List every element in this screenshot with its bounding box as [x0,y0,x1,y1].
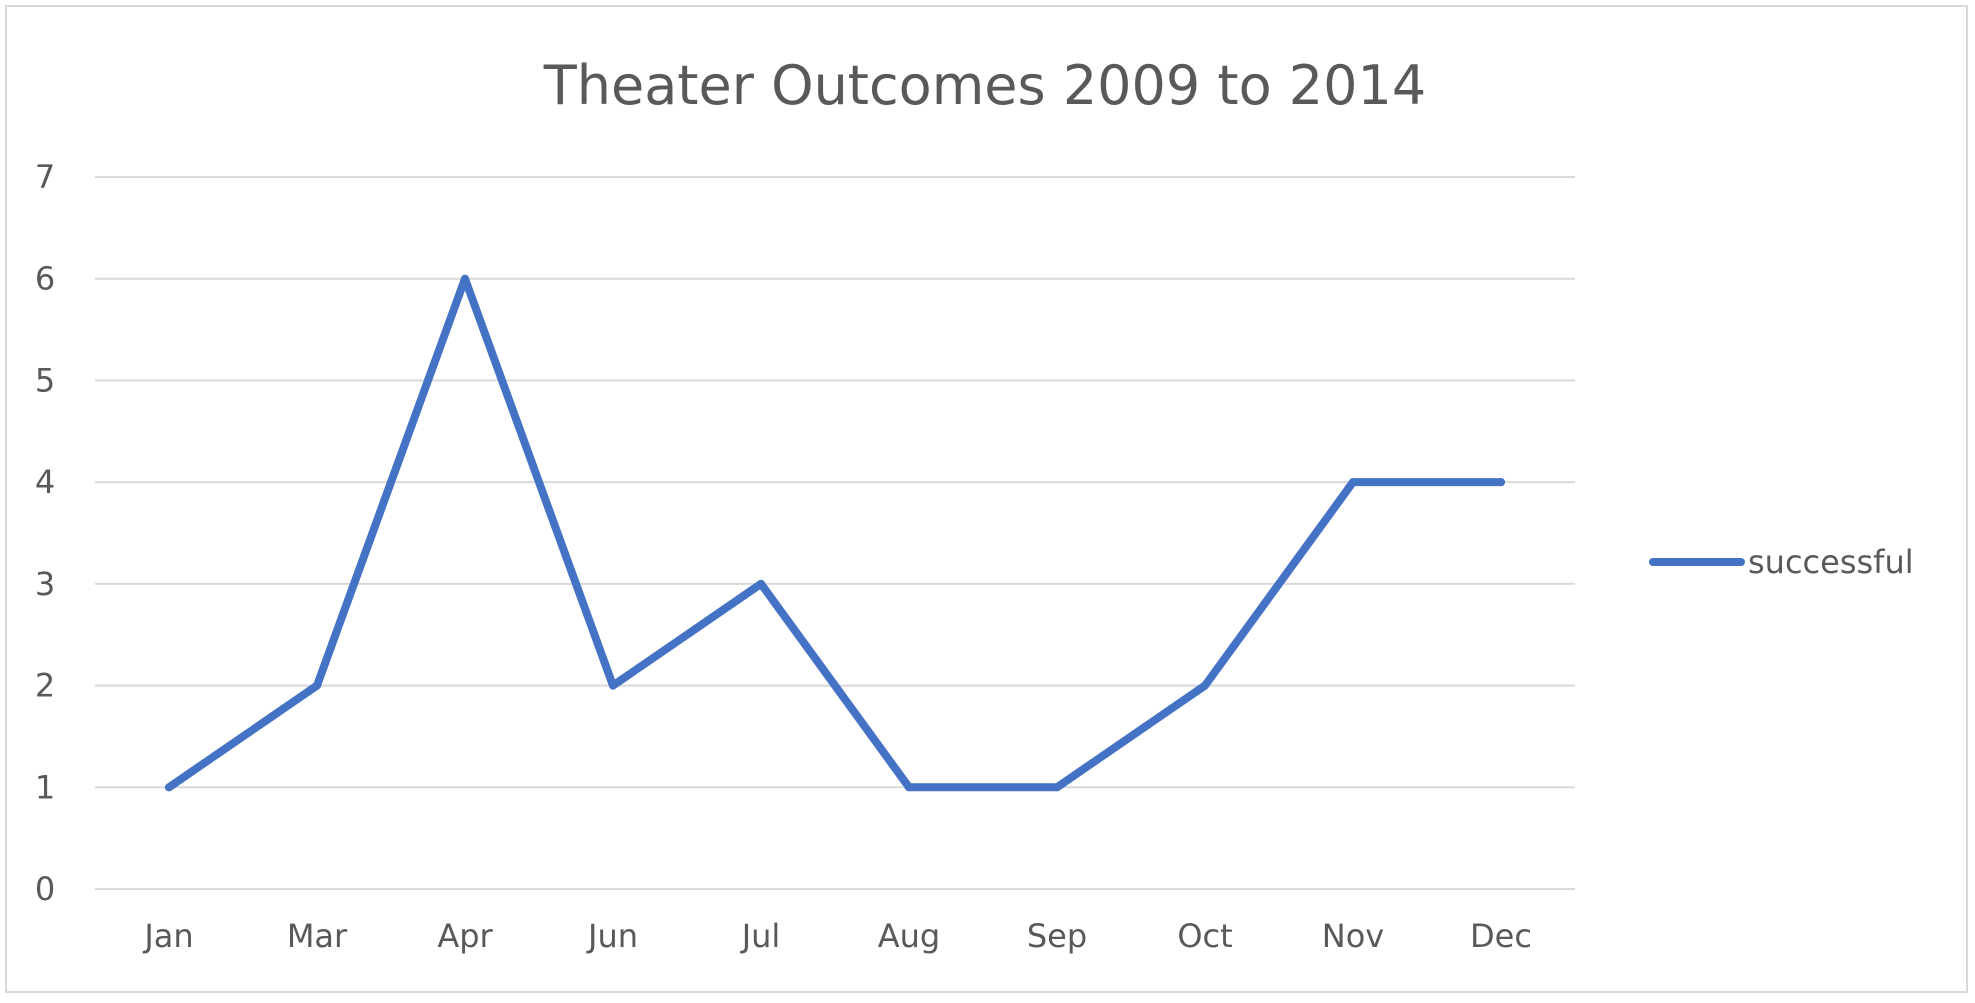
x-axis-tick-labels: Jan Mar Apr Jun Jul Aug Sep Oct Nov Dec [142,917,1532,955]
series-line-successful [165,274,1505,792]
x-tick-label: Jan [142,917,193,955]
x-tick-label: Aug [878,917,940,955]
x-tick-label: Oct [1177,917,1232,955]
data-point [1497,478,1505,487]
x-tick-label: Mar [287,917,348,955]
series-lines [165,274,1505,792]
x-tick-label: Nov [1322,917,1384,955]
chart-frame: Theater Outcomes 2009 to 2014 0 1 2 3 4 5 6 7 J… [5,5,1968,993]
data-point [1349,478,1357,487]
legend: successful [1649,543,1914,581]
y-tick-label: 6 [35,260,55,298]
x-tick-label: Apr [437,917,493,955]
gridlines [95,176,1575,890]
y-tick-label: 2 [35,667,55,705]
chart-title: Theater Outcomes 2009 to 2014 [543,54,1426,117]
y-axis-tick-labels: 0 1 2 3 4 5 6 7 [35,158,55,908]
data-point [165,783,173,792]
data-point [757,579,765,588]
data-point [461,274,469,283]
line-chart: Theater Outcomes 2009 to 2014 0 1 2 3 4 5 6 7 J… [35,54,1914,955]
y-tick-label: 7 [35,158,55,196]
data-point [1053,783,1061,792]
data-point [905,783,913,792]
x-tick-label: Sep [1027,917,1087,955]
y-tick-label: 4 [35,463,55,501]
x-tick-label: Jun [586,917,638,955]
legend-label: successful [1748,543,1914,581]
y-tick-label: 1 [35,768,55,806]
x-tick-label: Jul [740,917,781,955]
data-point [313,681,321,690]
data-point [1201,681,1209,690]
y-tick-label: 5 [35,361,55,399]
x-tick-label: Dec [1470,917,1532,955]
data-point [609,681,617,690]
y-tick-label: 0 [35,870,55,908]
y-tick-label: 3 [35,565,55,603]
